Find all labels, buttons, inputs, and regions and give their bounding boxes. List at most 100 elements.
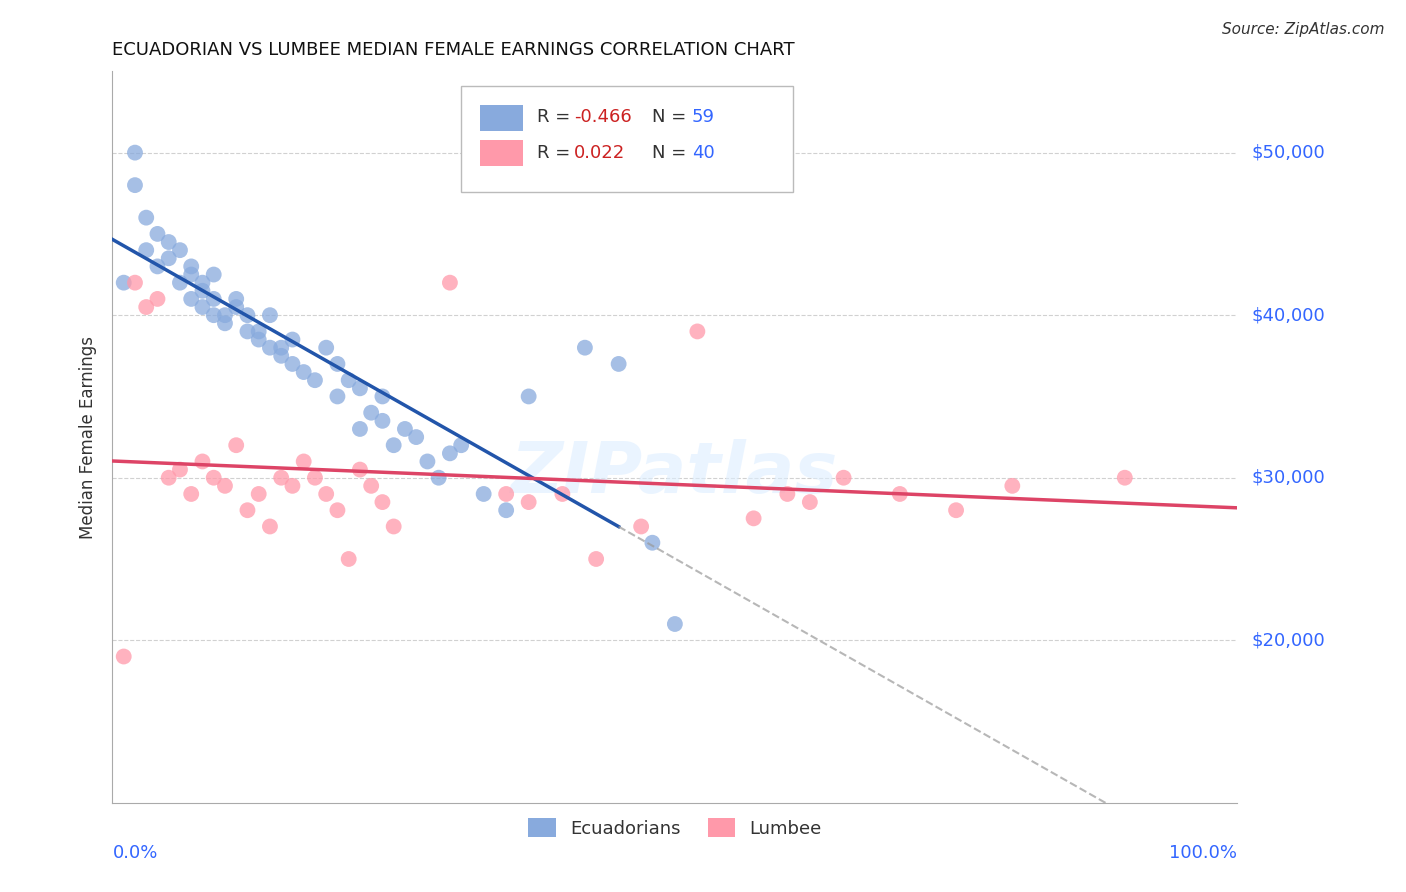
Point [337,552,360,566]
Text: -0.466: -0.466 [574,109,631,127]
Text: 100.0%: 100.0% [1170,845,1237,863]
Point [326,503,349,517]
Point [281,357,304,371]
Point [236,308,259,322]
Text: N =: N = [652,109,692,127]
Point [664,617,686,632]
Y-axis label: Median Female Earnings: Median Female Earnings [79,335,97,539]
Point [225,438,247,452]
Point [247,487,270,501]
Point [304,373,326,387]
Text: $30,000: $30,000 [1251,468,1324,487]
Point [124,145,146,160]
Point [450,438,472,452]
Text: 40: 40 [692,144,714,161]
Point [349,422,371,436]
Point [270,349,292,363]
Point [394,422,416,436]
Text: 0.022: 0.022 [574,144,624,161]
Point [371,495,394,509]
Point [169,276,191,290]
Point [686,325,709,339]
FancyBboxPatch shape [481,105,523,131]
Point [799,495,821,509]
Point [315,341,337,355]
Point [607,357,630,371]
Point [225,292,247,306]
Point [247,333,270,347]
Point [371,414,394,428]
Point [225,300,247,314]
Point [1001,479,1024,493]
Point [551,487,574,501]
Point [214,316,236,330]
Point [146,227,169,241]
Point [315,487,337,501]
Point [776,487,799,501]
Point [214,479,236,493]
Point [169,462,191,476]
Point [202,471,225,485]
Point [259,341,281,355]
FancyBboxPatch shape [461,86,793,192]
FancyBboxPatch shape [481,140,523,167]
Point [180,292,202,306]
Point [270,471,292,485]
Point [326,357,349,371]
Point [236,503,259,517]
Point [157,471,180,485]
Point [180,268,202,282]
Point [247,325,270,339]
Point [191,300,214,314]
Point [371,389,394,403]
Text: $50,000: $50,000 [1251,144,1324,161]
Point [292,454,315,468]
Point [574,341,596,355]
Text: R =: R = [537,109,575,127]
Point [382,438,405,452]
Legend: Ecuadorians, Lumbee: Ecuadorians, Lumbee [522,811,828,845]
Point [382,519,405,533]
Point [416,454,439,468]
Point [304,471,326,485]
Point [349,381,371,395]
Point [495,487,517,501]
Point [427,471,450,485]
Point [517,389,540,403]
Point [146,292,169,306]
Point [169,243,191,257]
Point [202,292,225,306]
Point [202,268,225,282]
Point [112,276,135,290]
Point [641,535,664,549]
Point [439,446,461,460]
Point [742,511,765,525]
Point [405,430,427,444]
Point [472,487,495,501]
Text: ECUADORIAN VS LUMBEE MEDIAN FEMALE EARNINGS CORRELATION CHART: ECUADORIAN VS LUMBEE MEDIAN FEMALE EARNI… [112,41,796,59]
Point [180,260,202,274]
Point [281,479,304,493]
Point [889,487,911,501]
Point [945,503,967,517]
Point [292,365,315,379]
Point [157,235,180,249]
Point [360,406,382,420]
Point [495,503,517,517]
Point [439,276,461,290]
Text: ZIPatlas: ZIPatlas [512,439,838,508]
Point [214,308,236,322]
Point [1114,471,1136,485]
Point [112,649,135,664]
Point [832,471,855,485]
Point [360,479,382,493]
Point [146,260,169,274]
Point [124,276,146,290]
Point [135,211,157,225]
Point [191,276,214,290]
Point [191,284,214,298]
Point [236,325,259,339]
Point [259,519,281,533]
Text: $20,000: $20,000 [1251,632,1324,649]
Point [281,333,304,347]
